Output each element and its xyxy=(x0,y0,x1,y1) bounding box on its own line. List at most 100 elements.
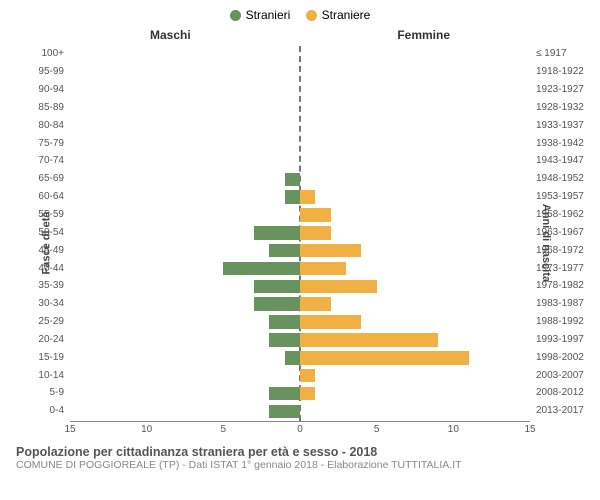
bar-female xyxy=(300,244,361,258)
x-tick: 10 xyxy=(448,424,459,435)
bar-female xyxy=(300,297,331,311)
age-label: 100+ xyxy=(41,49,70,59)
bar-female xyxy=(300,369,315,383)
birth-year-label: 1998-2002 xyxy=(530,353,584,363)
age-label: 95-99 xyxy=(38,67,70,77)
legend-label-female: Straniere xyxy=(322,8,371,22)
bar-male xyxy=(254,280,300,294)
age-row: 25-291988-1992 xyxy=(70,313,530,331)
age-label: 5-9 xyxy=(50,388,70,398)
age-label: 90-94 xyxy=(38,85,70,95)
age-label: 25-29 xyxy=(38,317,70,327)
birth-year-label: 1993-1997 xyxy=(530,335,584,345)
age-row: 65-691948-1952 xyxy=(70,170,530,188)
age-row: 15-191998-2002 xyxy=(70,349,530,367)
age-label: 65-69 xyxy=(38,174,70,184)
birth-year-label: 1943-1947 xyxy=(530,156,584,166)
age-row: 10-142003-2007 xyxy=(70,367,530,385)
birth-year-label: 1953-1957 xyxy=(530,192,584,202)
age-row: 75-791938-1942 xyxy=(70,135,530,153)
legend: Stranieri Straniere xyxy=(10,8,590,24)
bar-female xyxy=(300,190,315,204)
bar-male xyxy=(285,190,300,204)
rows-container: 100+≤ 191795-991918-192290-941923-192785… xyxy=(70,46,530,421)
legend-label-male: Stranieri xyxy=(246,8,291,22)
legend-item-female: Straniere xyxy=(306,8,371,22)
birth-year-label: 2013-2017 xyxy=(530,406,584,416)
x-tick: 0 xyxy=(297,424,303,435)
plot-area: Fasce di età Anni di nascita 100+≤ 19179… xyxy=(70,46,530,441)
x-tick: 5 xyxy=(374,424,380,435)
bar-male xyxy=(254,297,300,311)
age-row: 80-841933-1937 xyxy=(70,117,530,135)
age-row: 85-891928-1932 xyxy=(70,99,530,117)
x-tick: 15 xyxy=(64,424,75,435)
age-label: 30-34 xyxy=(38,299,70,309)
legend-item-male: Stranieri xyxy=(230,8,291,22)
age-row: 90-941923-1927 xyxy=(70,81,530,99)
bar-male xyxy=(269,387,300,401)
age-label: 10-14 xyxy=(38,371,70,381)
bar-male xyxy=(285,351,300,365)
age-row: 70-741943-1947 xyxy=(70,153,530,171)
birth-year-label: 1923-1927 xyxy=(530,85,584,95)
bar-male xyxy=(254,226,300,240)
x-axis-line xyxy=(70,421,530,422)
bar-male xyxy=(269,315,300,329)
birth-year-label: 1968-1972 xyxy=(530,246,584,256)
bar-female xyxy=(300,208,331,222)
age-row: 45-491968-1972 xyxy=(70,242,530,260)
birth-year-label: 1933-1937 xyxy=(530,121,584,131)
bar-male xyxy=(269,333,300,347)
birth-year-label: 1978-1982 xyxy=(530,281,584,291)
x-tick: 15 xyxy=(524,424,535,435)
age-label: 75-79 xyxy=(38,139,70,149)
birth-year-label: 1928-1932 xyxy=(530,103,584,113)
age-label: 40-44 xyxy=(38,264,70,274)
age-label: 55-59 xyxy=(38,210,70,220)
header-male: Maschi xyxy=(150,28,191,42)
footer-subtitle: COMUNE DI POGGIOREALE (TP) - Dati ISTAT … xyxy=(16,459,584,471)
age-row: 50-541963-1967 xyxy=(70,224,530,242)
bar-male xyxy=(285,173,300,187)
age-label: 80-84 xyxy=(38,121,70,131)
birth-year-label: 1948-1952 xyxy=(530,174,584,184)
age-row: 35-391978-1982 xyxy=(70,277,530,295)
age-label: 70-74 xyxy=(38,156,70,166)
bar-female xyxy=(300,315,361,329)
age-label: 45-49 xyxy=(38,246,70,256)
x-tick: 10 xyxy=(141,424,152,435)
age-label: 60-64 xyxy=(38,192,70,202)
age-label: 15-19 xyxy=(38,353,70,363)
bar-female xyxy=(300,387,315,401)
chart-footer: Popolazione per cittadinanza straniera p… xyxy=(10,441,590,471)
birth-year-label: 1938-1942 xyxy=(530,139,584,149)
age-label: 35-39 xyxy=(38,281,70,291)
bar-male xyxy=(223,262,300,276)
birth-year-label: 1958-1962 xyxy=(530,210,584,220)
age-label: 0-4 xyxy=(50,406,70,416)
birth-year-label: 1973-1977 xyxy=(530,264,584,274)
age-row: 5-92008-2012 xyxy=(70,385,530,403)
x-tick: 5 xyxy=(221,424,227,435)
birth-year-label: 1918-1922 xyxy=(530,67,584,77)
x-axis: 15105051015 xyxy=(70,421,530,441)
age-row: 60-641953-1957 xyxy=(70,188,530,206)
bar-male xyxy=(269,244,300,258)
age-row: 20-241993-1997 xyxy=(70,331,530,349)
birth-year-label: 1983-1987 xyxy=(530,299,584,309)
age-row: 0-42013-2017 xyxy=(70,402,530,420)
population-pyramid-chart: Stranieri Straniere Maschi Femmine Fasce… xyxy=(0,0,600,500)
bar-female xyxy=(300,262,346,276)
bar-female xyxy=(300,226,331,240)
footer-title: Popolazione per cittadinanza straniera p… xyxy=(16,445,584,459)
age-row: 95-991918-1922 xyxy=(70,63,530,81)
birth-year-label: 1963-1967 xyxy=(530,228,584,238)
birth-year-label: ≤ 1917 xyxy=(530,49,567,59)
side-headers: Maschi Femmine xyxy=(10,28,590,46)
age-label: 85-89 xyxy=(38,103,70,113)
header-female: Femmine xyxy=(397,28,450,42)
age-row: 100+≤ 1917 xyxy=(70,46,530,64)
age-label: 50-54 xyxy=(38,228,70,238)
age-row: 40-441973-1977 xyxy=(70,260,530,278)
